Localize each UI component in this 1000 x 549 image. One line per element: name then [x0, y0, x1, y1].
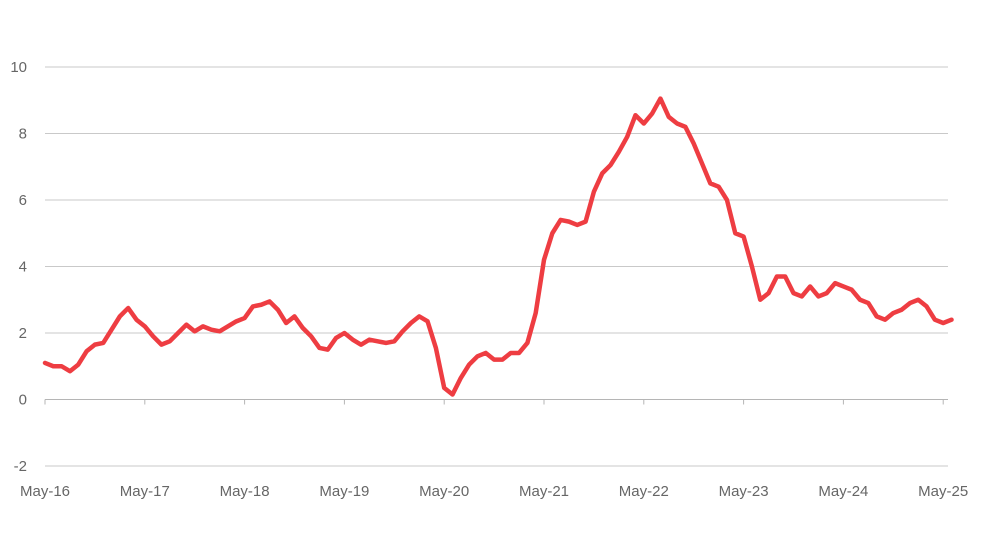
y-tick-label: 10: [10, 59, 27, 76]
x-tick-label: May-19: [319, 483, 369, 500]
y-tick-label: 6: [19, 192, 27, 209]
gridlines: [45, 66, 948, 467]
x-tick-label: May-18: [220, 483, 270, 500]
x-tick-label: May-21: [519, 483, 569, 500]
y-tick-label: 8: [19, 126, 27, 143]
x-axis-tick-labels: May-16 May-17 May-18 May-19 May-20 May-21 May-…: [20, 483, 968, 500]
y-tick-label: -2: [14, 458, 27, 475]
x-tick-label: May-23: [719, 483, 769, 500]
x-tick-label: May-24: [818, 483, 868, 500]
series-line-0: [42, 96, 954, 397]
x-tick-label: May-25: [918, 483, 968, 500]
y-tick-label: 4: [19, 259, 27, 276]
x-tick-label: May-16: [20, 483, 70, 500]
y-axis-tick-labels: -2 0 2 4 6 8 10: [10, 59, 27, 475]
y-tick-label: 2: [19, 325, 27, 342]
x-tick-label: May-20: [419, 483, 469, 500]
series-layer: [42, 96, 954, 397]
x-axis: [44, 399, 948, 405]
x-tick-label: May-17: [120, 483, 170, 500]
y-tick-label: 0: [19, 392, 27, 409]
x-tick-label: May-22: [619, 483, 669, 500]
